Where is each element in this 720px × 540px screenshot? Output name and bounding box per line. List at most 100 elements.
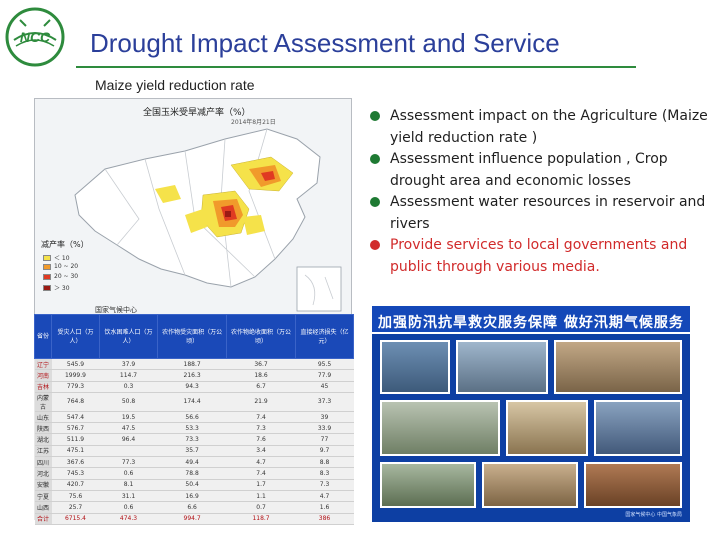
- table-cell: 7.3: [226, 422, 296, 435]
- table-row: 四川 367.6 77.3 49.4 4.7 8.8: [34, 456, 354, 469]
- table-cell: 994.7: [157, 513, 227, 525]
- table-cell: 49.4: [157, 456, 227, 469]
- page-title: Drought Impact Assessment and Service: [90, 28, 560, 58]
- map-title: 全国玉米受旱减产率（%）: [143, 108, 251, 118]
- table-cell: 547.4: [51, 411, 100, 424]
- table-cell: 576.7: [51, 422, 100, 435]
- poster-photo: [380, 340, 450, 394]
- title-divider: [76, 66, 636, 68]
- table-cell: 77.9: [295, 369, 354, 382]
- poster-photo: [380, 400, 500, 456]
- table-cell: 1.1: [226, 490, 296, 503]
- table-cell: 33.9: [295, 422, 354, 435]
- table-header-cell: 直接经济损失（亿元）: [295, 314, 354, 359]
- table-cell: 95.5: [295, 358, 354, 371]
- table-cell: 0.7: [226, 501, 296, 514]
- table-province-cell: 江苏: [34, 445, 52, 458]
- legend-label: ＞ 30: [54, 285, 70, 292]
- map-date: 2014年8月21日: [231, 119, 276, 126]
- bullet-item: Assessment impact on the Agriculture (Ma…: [362, 106, 712, 149]
- table-cell: 36.7: [226, 358, 296, 371]
- table-row: 合计 6715.4 474.3 994.7 118.7 386: [34, 513, 354, 525]
- table-cell: 745.3: [51, 467, 100, 480]
- poster-photo: [594, 400, 682, 456]
- table-cell: 511.9: [51, 433, 100, 446]
- table-cell: 37.3: [295, 392, 354, 412]
- bullet-list: Assessment impact on the Agriculture (Ma…: [362, 106, 712, 278]
- table-province-cell: 安徽: [34, 479, 52, 491]
- table-cell: 367.6: [51, 456, 100, 469]
- table-cell: 7.6: [226, 433, 296, 446]
- map-footer: 国家气候中心: [95, 306, 137, 314]
- table-row: 吉林 779.3 0.3 94.3 6.7 45: [34, 381, 354, 393]
- table-cell: 37.9: [99, 358, 158, 371]
- table-cell: 25.7: [51, 501, 100, 514]
- ncc-logo-icon: NCC: [5, 7, 65, 67]
- poster-photo: [482, 462, 578, 508]
- legend-label: 10 ~ 20: [54, 263, 79, 270]
- table-header-cell: 受灾人口（万人）: [51, 314, 100, 359]
- legend-item: 20 ~ 30: [43, 273, 78, 280]
- poster-photo-collage: [380, 340, 682, 512]
- poster-photo: [380, 462, 476, 508]
- table-row: 江苏 475.1 35.7 3.4 9.7: [34, 445, 354, 458]
- table-header-cell: 省份: [33, 314, 53, 359]
- table-cell: 94.3: [157, 381, 227, 393]
- table-cell: 78.8: [157, 467, 227, 480]
- table-row: 陕西 576.7 47.5 53.3 7.3 33.9: [34, 422, 354, 435]
- poster-photo: [554, 340, 682, 394]
- table-cell: 6715.4: [51, 513, 100, 525]
- table-row: 河南 1999.9 114.7 216.3 18.6 77.9: [34, 369, 354, 382]
- table-province-cell: 吉林: [34, 381, 52, 393]
- table-cell: 73.3: [157, 433, 227, 446]
- table-cell: 1999.9: [51, 369, 100, 382]
- legend-swatch: [43, 273, 51, 280]
- table-row: 山东 547.4 19.5 56.6 7.4 39: [34, 411, 354, 424]
- legend-swatch: [43, 254, 51, 261]
- table-cell: 764.8: [51, 392, 100, 412]
- service-poster: 加强防汛抗旱救灾服务保障 做好汛期气候服务 国家气候中心 中国气象局: [372, 306, 690, 522]
- table-cell: 19.5: [99, 411, 158, 424]
- table-province-cell: 四川: [34, 456, 52, 469]
- table-province-cell: 陕西: [34, 422, 52, 435]
- table-cell: 50.4: [157, 479, 227, 491]
- table-province-cell: 河南: [34, 369, 52, 382]
- bullet-item: Provide services to local governments an…: [362, 235, 712, 278]
- table-cell: 188.7: [157, 358, 227, 371]
- poster-banner-text: 加强防汛抗旱救灾服务保障 做好汛期气候服务: [378, 315, 684, 331]
- table-cell: 6.7: [226, 381, 296, 393]
- table-cell: 0.3: [99, 381, 158, 393]
- poster-photo: [506, 400, 588, 456]
- table-province-cell: 山西: [34, 501, 52, 514]
- page-subtitle: Maize yield reduction rate: [95, 77, 255, 93]
- table-cell: 4.7: [295, 490, 354, 503]
- table-body: 辽宁 545.9 37.9 188.7 36.7 95.5 河南 1999.9 114.7 216…: [34, 358, 354, 525]
- table-province-cell: 辽宁: [34, 358, 52, 371]
- bullet-item: Assessment influence population , Crop d…: [362, 149, 712, 192]
- table-header-cell: 农作物受灾面积（万公顷）: [157, 314, 228, 359]
- table-cell: 420.7: [51, 479, 100, 491]
- table-cell: 77: [295, 433, 354, 446]
- table-cell: 7.4: [226, 411, 296, 424]
- legend-swatch: [43, 263, 51, 270]
- bullet-text: Provide services to local governments an…: [390, 237, 688, 275]
- table-cell: 474.3: [99, 513, 158, 525]
- drought-loss-table: 省份 受灾人口（万人） 饮水困难人口（万人） 农作物受灾面积（万公顷） 农作物绝收面积（…: [33, 314, 354, 525]
- china-map-icon: [35, 99, 351, 319]
- table-cell: 0.6: [99, 501, 158, 514]
- table-province-cell: 湖北: [34, 433, 52, 446]
- table-row: 辽宁 545.9 37.9 188.7 36.7 95.5: [34, 358, 354, 371]
- svg-text:NCC: NCC: [20, 29, 51, 45]
- table-cell: 174.4: [157, 392, 227, 412]
- bullet-dot-icon: [370, 197, 380, 207]
- table-cell: [99, 445, 158, 458]
- data-table: 省份 受灾人口（万人） 饮水困难人口（万人） 农作物受灾面积（万公顷） 农作物绝收面积（…: [33, 314, 354, 525]
- table-province-cell: 合计: [34, 513, 52, 525]
- bullet-item: Assessment water resources in reservoir …: [362, 192, 712, 235]
- bullet-text: Assessment influence population , Crop d…: [390, 151, 668, 189]
- table-cell: 779.3: [51, 381, 100, 393]
- bullet-dot-icon: [370, 111, 380, 121]
- table-cell: 18.6: [226, 369, 296, 382]
- table-header-cell: 饮水困难人口（万人）: [98, 314, 159, 359]
- table-cell: 6.6: [157, 501, 227, 514]
